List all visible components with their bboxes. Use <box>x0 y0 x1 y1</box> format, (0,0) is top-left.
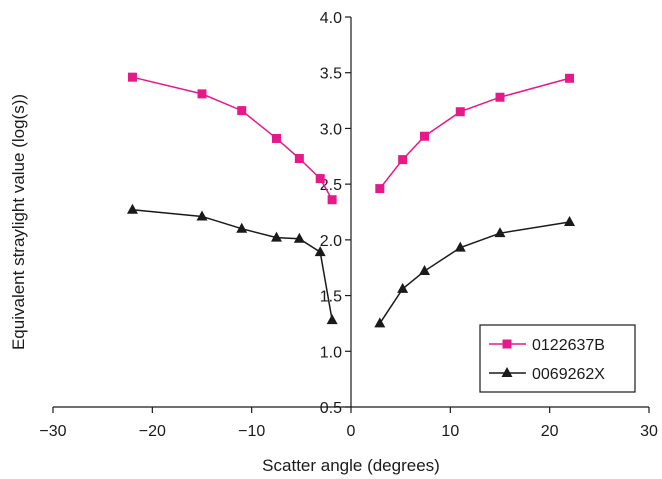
x-tick-label: 0 <box>347 423 356 440</box>
triangle-marker <box>271 231 282 242</box>
x-tick-label: 30 <box>640 423 658 440</box>
series-line <box>379 221 570 324</box>
series-line <box>132 76 333 201</box>
square-marker <box>502 339 512 349</box>
triangle-marker <box>326 314 338 325</box>
series-0069262X <box>126 203 576 328</box>
triangle-marker <box>397 282 409 293</box>
x-tick-label: −30 <box>39 423 66 440</box>
triangle-marker <box>196 210 208 221</box>
x-tick-label: 20 <box>541 423 559 440</box>
triangle-marker <box>454 241 466 252</box>
series-line <box>132 209 333 321</box>
square-marker <box>127 72 137 82</box>
square-marker <box>197 89 207 99</box>
y-tick-label: 2.0 <box>320 233 342 250</box>
y-tick-label: 4.0 <box>320 10 342 27</box>
y-tick-label: 2.5 <box>320 177 342 194</box>
y-tick-label: 3.0 <box>320 121 342 138</box>
x-axis-title: Scatter angle (degrees) <box>262 456 440 475</box>
triangle-marker <box>236 222 248 233</box>
square-marker <box>495 92 505 102</box>
legend-label: 0122637B <box>532 337 605 354</box>
series-layer <box>126 72 576 328</box>
square-marker <box>455 107 465 117</box>
y-tick-label: 3.5 <box>320 66 342 83</box>
triangle-marker <box>501 367 513 377</box>
y-tick-label: 1.5 <box>320 289 342 306</box>
square-marker <box>237 106 247 116</box>
square-marker <box>327 195 337 205</box>
y-axis-title: Equivalent straylight value (log(s)) <box>9 94 28 350</box>
triangle-marker <box>564 216 576 227</box>
x-tick-label: 10 <box>441 423 459 440</box>
square-marker <box>398 155 408 165</box>
series-line <box>379 77 570 190</box>
square-marker <box>375 184 385 194</box>
triangle-marker <box>314 246 326 257</box>
legend-label: 0069262X <box>532 366 605 383</box>
x-tick-label: −20 <box>139 423 166 440</box>
square-marker <box>315 174 325 184</box>
triangle-marker <box>419 265 431 276</box>
square-marker <box>272 133 281 143</box>
y-tick-label: 1.0 <box>320 344 342 361</box>
axes: −30 −20 −10 0 10 20 30 0.5 1.0 1.5 2.0 2.5 3.0 3.5 4.0 <box>39 10 658 440</box>
square-marker <box>294 154 304 164</box>
triangle-marker <box>126 203 138 214</box>
x-tick-label: −10 <box>238 423 265 440</box>
series-0122637B <box>127 72 575 205</box>
triangle-marker <box>494 227 506 238</box>
triangle-marker <box>374 317 386 328</box>
legend-box <box>479 324 636 393</box>
y-tick-label: 0.5 <box>320 400 342 417</box>
square-marker <box>420 131 430 141</box>
square-marker <box>565 73 575 83</box>
triangle-marker <box>293 232 305 243</box>
legend: 0122637B 0069262X <box>479 324 636 393</box>
